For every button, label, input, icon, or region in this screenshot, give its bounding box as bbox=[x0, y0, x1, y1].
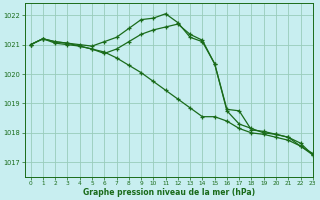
X-axis label: Graphe pression niveau de la mer (hPa): Graphe pression niveau de la mer (hPa) bbox=[83, 188, 255, 197]
